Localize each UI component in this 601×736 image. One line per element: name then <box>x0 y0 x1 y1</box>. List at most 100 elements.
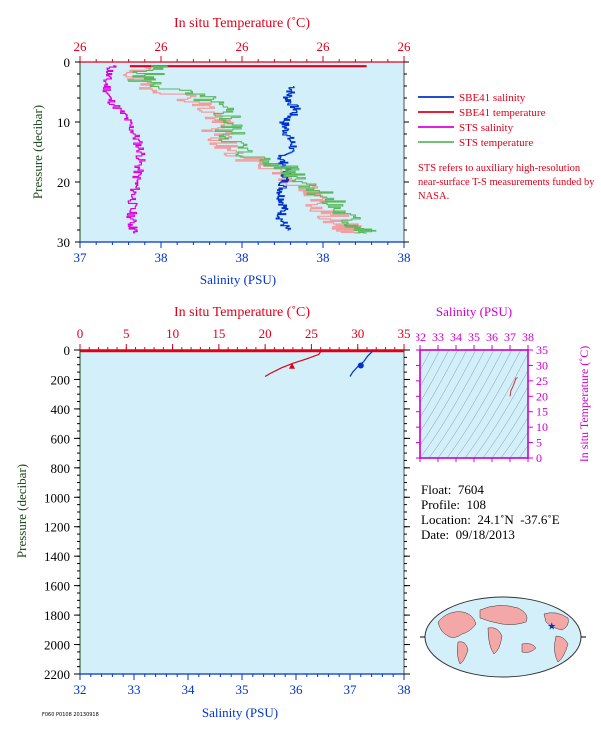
chart1-left-tick-label: 0 <box>64 55 71 70</box>
chart1-left-tick-label: 20 <box>57 175 70 190</box>
density-contour <box>420 350 486 458</box>
legend-label: SBE41 salinity <box>459 92 526 104</box>
chart3-right-tick-label: 10 <box>536 420 548 434</box>
chart2-top-tick-label: 30 <box>351 326 364 341</box>
density-contour <box>473 369 528 458</box>
sts-salinity-line <box>102 65 146 234</box>
chart2-left-tick-label: 1400 <box>44 549 70 564</box>
chart3-right-tick-label: 35 <box>536 343 548 357</box>
chart3-top-tick-label: 33 <box>432 330 444 344</box>
density-contour <box>491 402 528 458</box>
chart2-left-tick-label: 2200 <box>44 667 70 682</box>
chart2-bottom-tick-label: 33 <box>128 682 141 697</box>
chart2-y-axis-title: Pressure (decibar) <box>14 464 29 558</box>
chart1-bottom-tick-label: 38 <box>155 250 168 265</box>
chart3-right-tick-label: 5 <box>536 436 542 450</box>
chart1-left-tick-label: 10 <box>57 115 70 130</box>
sbe41-salinity-line <box>275 86 301 231</box>
world-location-map: ★ <box>420 596 586 678</box>
density-contour <box>420 350 468 433</box>
chart2-left-tick-label: 1000 <box>44 490 70 505</box>
chart1-top-tick-label: 26 <box>74 39 88 54</box>
chart2-bottom-tick-label: 35 <box>236 682 249 697</box>
chart2-left-tick-label: 600 <box>51 431 71 446</box>
chart2-top-axis-title: In situ Temperature (˚C) <box>174 305 310 320</box>
chart3-top-tick-label: 32 <box>416 330 426 344</box>
density-contour <box>420 350 477 446</box>
density-contour <box>509 431 528 458</box>
chart2-left-tick-label: 1200 <box>44 520 70 535</box>
chart2-top-tick-label: 15 <box>212 326 225 341</box>
chart1-bottom-tick-label: 38 <box>236 250 249 265</box>
chart2-top-tick-label: 25 <box>305 326 318 341</box>
chart1-bottom-tick-label: 38 <box>317 250 330 265</box>
chart1-bottom-tick-label: 38 <box>398 250 411 265</box>
chart2-top-tick-label: 20 <box>259 326 272 341</box>
chart2-left-tick-label: 200 <box>51 372 71 387</box>
profile-date: Date: 09/18/2013 <box>421 527 515 542</box>
chart3-top-tick-label: 35 <box>468 330 480 344</box>
legend-label: STS salinity <box>459 122 514 134</box>
chart2-bottom-tick-label: 32 <box>74 682 87 697</box>
chart2-bottom-tick-label: 34 <box>182 682 196 697</box>
chart2-plot-area <box>80 350 404 674</box>
chart1-left-tick-label: 30 <box>57 235 70 250</box>
chart2-left-tick-label: 800 <box>51 461 71 476</box>
density-contour <box>482 386 528 458</box>
legend-label: STS temperature <box>459 137 533 149</box>
chart2-bottom-tick-label: 38 <box>398 682 411 697</box>
density-contour <box>518 445 528 458</box>
float-position-star-icon: ★ <box>547 621 556 632</box>
chart1-bottom-tick-label: 37 <box>74 250 88 265</box>
chart1-top-tick-label: 26 <box>317 39 331 54</box>
legend-label: SBE41 temperature <box>459 107 546 119</box>
chart2-x-axis-title: Salinity (PSU) <box>202 705 278 720</box>
density-contour <box>464 352 528 458</box>
density-contour <box>420 350 459 419</box>
chart2-top-tick-label: 5 <box>123 326 130 341</box>
density-contour <box>428 350 495 458</box>
sts-temperature-line <box>128 65 377 234</box>
chart1-y-axis-title: Pressure (decibar) <box>30 105 45 199</box>
float-id: Float: 7604 <box>421 482 484 497</box>
sts-note: STS refers to auxiliary high-resolution … <box>418 163 595 202</box>
chart3-top-tick-label: 34 <box>450 330 462 344</box>
salinity-marker <box>357 362 364 369</box>
salinity-profile-line <box>349 349 374 377</box>
chart3-plot-area <box>420 350 528 458</box>
location: Location: 24.1˚N -37.6˚E <box>421 512 560 527</box>
chart2-bottom-tick-label: 36 <box>290 682 304 697</box>
ts-density-contours <box>420 340 601 458</box>
chart2-bottom-tick-label: 37 <box>344 682 358 697</box>
density-contour <box>446 350 513 458</box>
profile-number: Profile: 108 <box>421 497 486 512</box>
density-contour <box>546 340 601 458</box>
chart2-left-tick-label: 400 <box>51 402 71 417</box>
chart2-left-tick-label: 1600 <box>44 579 70 594</box>
chart1-top-tick-label: 26 <box>236 39 250 54</box>
chart1-top-tick-label: 26 <box>398 39 412 54</box>
density-contour <box>500 417 528 458</box>
chart1-top-axis-title: In situ Temperature (˚C) <box>174 16 310 31</box>
density-contour <box>420 350 432 371</box>
ts-profile-line <box>509 377 518 397</box>
chart1-x-axis-title: Salinity (PSU) <box>200 272 276 287</box>
density-contour <box>437 350 504 458</box>
chart2-top-tick-label: 35 <box>398 326 411 341</box>
chart3-right-tick-label: 20 <box>536 389 548 403</box>
chart2-top-tick-label: 10 <box>166 326 179 341</box>
full-depth-profile-chart: 0 5 10 15 20 25 30 35 32 33 34 35 36 37 38 0 200 400 600 80… <box>14 305 411 720</box>
chart3-right-tick-label: 25 <box>536 374 548 388</box>
temperature-marker <box>288 362 295 369</box>
chart3-y-axis-title: In situ Temperature (˚C) <box>577 346 591 463</box>
chart3-right-tick-label: 15 <box>536 405 548 419</box>
chart2-left-tick-label: 1800 <box>44 608 70 623</box>
density-contour <box>420 350 441 388</box>
map-land <box>437 605 569 665</box>
chart3-right-tick-label: 0 <box>536 451 542 465</box>
near-surface-profile-chart: 26 26 26 26 26 37 38 38 38 38 0 10 20 30 In situ Temp… <box>30 16 546 287</box>
chart2-left-tick-label: 0 <box>64 343 71 358</box>
chart3-right-tick-label: 30 <box>536 358 548 372</box>
